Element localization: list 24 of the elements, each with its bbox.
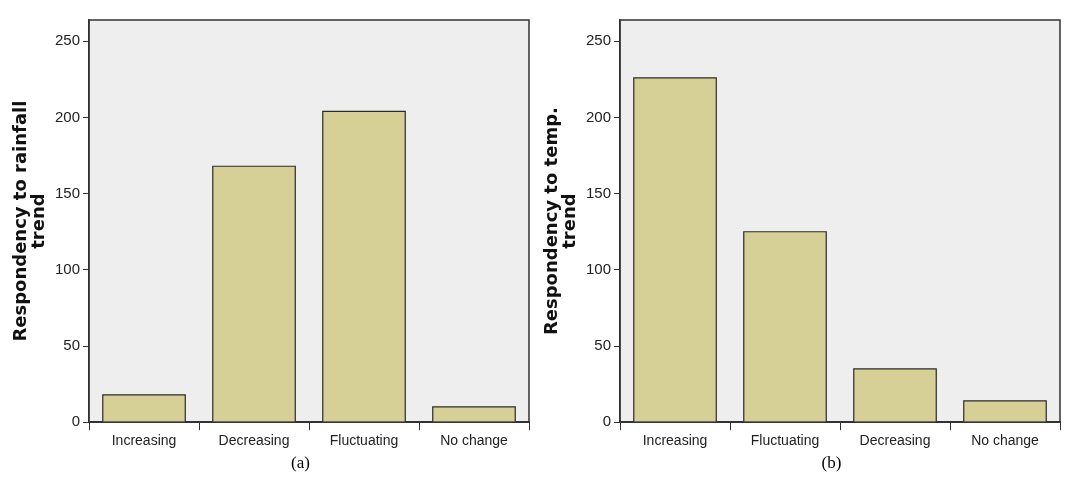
- y-tick-label: 100: [586, 259, 612, 277]
- y-tick-label: 200: [55, 107, 81, 125]
- y-tick-label: 50: [63, 336, 81, 354]
- y-tick-label: 200: [586, 107, 612, 125]
- y-tick-label: 100: [55, 259, 81, 277]
- x-tick-label: No change: [971, 432, 1040, 449]
- y-tick-label: 250: [55, 31, 81, 49]
- y-tick-label: 250: [586, 31, 612, 49]
- y-tick-label: 0: [71, 412, 81, 430]
- x-tick-label: Decreasing: [859, 432, 931, 449]
- y-axis-title: Respondency to rainfall trend: [8, 100, 48, 342]
- x-tick-label: Fluctuating: [329, 432, 399, 449]
- y-tick-label: 150: [586, 183, 612, 201]
- x-tick-label: Increasing: [642, 432, 708, 449]
- y-tick-label: 0: [602, 412, 612, 430]
- x-tick-label: Increasing: [111, 432, 177, 449]
- text: (a): [290, 453, 311, 473]
- x-tick-label: No change: [440, 432, 509, 449]
- x-tick-label: Fluctuating: [750, 432, 820, 449]
- x-tick-label: Decreasing: [218, 432, 290, 449]
- y-tick-label: 150: [55, 183, 81, 201]
- text: (b): [820, 453, 843, 473]
- y-axis-title: Respondency to temp. trend: [539, 107, 579, 336]
- y-tick-label: 50: [594, 336, 612, 354]
